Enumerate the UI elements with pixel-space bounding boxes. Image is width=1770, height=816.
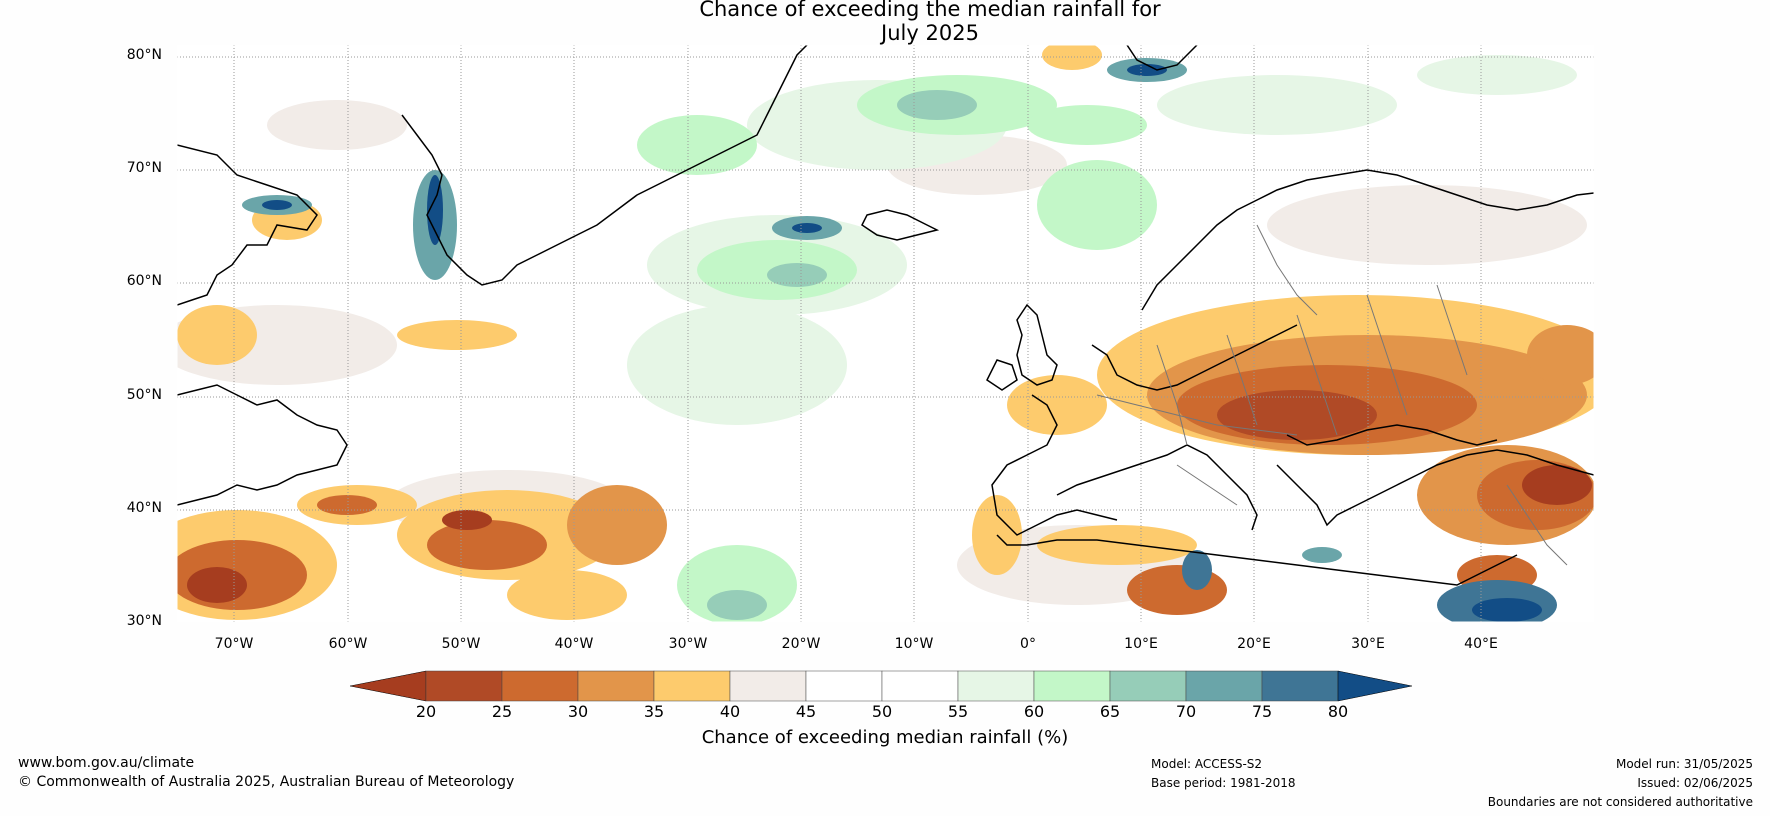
colorbar-segment (501, 670, 579, 702)
lon-label-10e: 10°E (1124, 636, 1158, 652)
lon-label-50w: 50°W (441, 636, 481, 652)
colorbar-tick-label: 20 (415, 702, 437, 721)
colorbar-segment (577, 670, 655, 702)
colorbar-tick-label: 50 (871, 702, 893, 721)
colorbar-segment (729, 670, 807, 702)
colorbar-segment (881, 670, 959, 702)
probability-shading (177, 45, 1594, 622)
colorbar-tick-label: 75 (1251, 702, 1273, 721)
graticule (177, 45, 1594, 622)
lat-label-60n: 60°N (126, 273, 162, 289)
map-subtitle: July 2025 (881, 21, 979, 45)
lon-label-30w: 30°W (668, 636, 708, 652)
colorbar-segment (957, 670, 1035, 702)
colorbar-tick-label: 80 (1327, 702, 1349, 721)
lon-label-40e: 40°E (1464, 636, 1498, 652)
lon-label-0: 0° (1020, 636, 1036, 652)
lon-label-20w: 20°W (781, 636, 821, 652)
issued-date: Issued: 02/06/2025 (1637, 776, 1753, 790)
model-name: Model: ACCESS-S2 (1151, 757, 1263, 771)
colorbar-segment (805, 670, 883, 702)
website-url: www.bom.gov.au/climate (18, 755, 195, 771)
colorbar-tick-label: 30 (567, 702, 589, 721)
colorbar-tick-label: 25 (491, 702, 513, 721)
lon-label-30e: 30°E (1351, 636, 1385, 652)
colorbar-segment (1033, 670, 1111, 702)
colorbar-segment (653, 670, 731, 702)
lon-label-20e: 20°E (1237, 636, 1271, 652)
colorbar (350, 670, 1413, 702)
lat-label-30n: 30°N (126, 613, 162, 629)
colorbar-extend-low (350, 670, 427, 702)
lat-label-70n: 70°N (126, 160, 162, 176)
colorbar-tick-label: 45 (795, 702, 817, 721)
model-run-date: Model run: 31/05/2025 (1615, 757, 1753, 771)
boundaries-disclaimer: Boundaries are not considered authoritat… (1487, 795, 1753, 809)
colorbar-tick-label: 70 (1175, 702, 1197, 721)
country-borders (1096, 224, 1568, 566)
colorbar-segment (1185, 670, 1263, 702)
lat-label-50n: 50°N (126, 387, 162, 403)
rainfall-map (177, 45, 1594, 622)
colorbar-tick-label: 55 (947, 702, 969, 721)
lon-label-60w: 60°W (328, 636, 368, 652)
copyright-text: © Commonwealth of Australia 2025, Austra… (18, 774, 515, 790)
lon-label-10w: 10°W (894, 636, 934, 652)
colorbar-tick-label: 40 (719, 702, 741, 721)
colorbar-tick-label: 65 (1099, 702, 1121, 721)
colorbar-segment (1109, 670, 1187, 702)
colorbar-tick-label: 35 (643, 702, 665, 721)
colorbar-segment (425, 670, 503, 702)
colorbar-label: Chance of exceeding median rainfall (%) (701, 727, 1069, 748)
map-title: Chance of exceeding the median rainfall … (699, 0, 1161, 21)
lat-label-80n: 80°N (126, 47, 162, 63)
colorbar-tick-label: 60 (1023, 702, 1045, 721)
colorbar-extend-high (1337, 670, 1413, 702)
base-period: Base period: 1981-2018 (1151, 776, 1296, 790)
lon-label-70w: 70°W (214, 636, 254, 652)
colorbar-segment (1261, 670, 1339, 702)
lat-label-40n: 40°N (126, 500, 162, 516)
lon-label-40w: 40°W (554, 636, 594, 652)
